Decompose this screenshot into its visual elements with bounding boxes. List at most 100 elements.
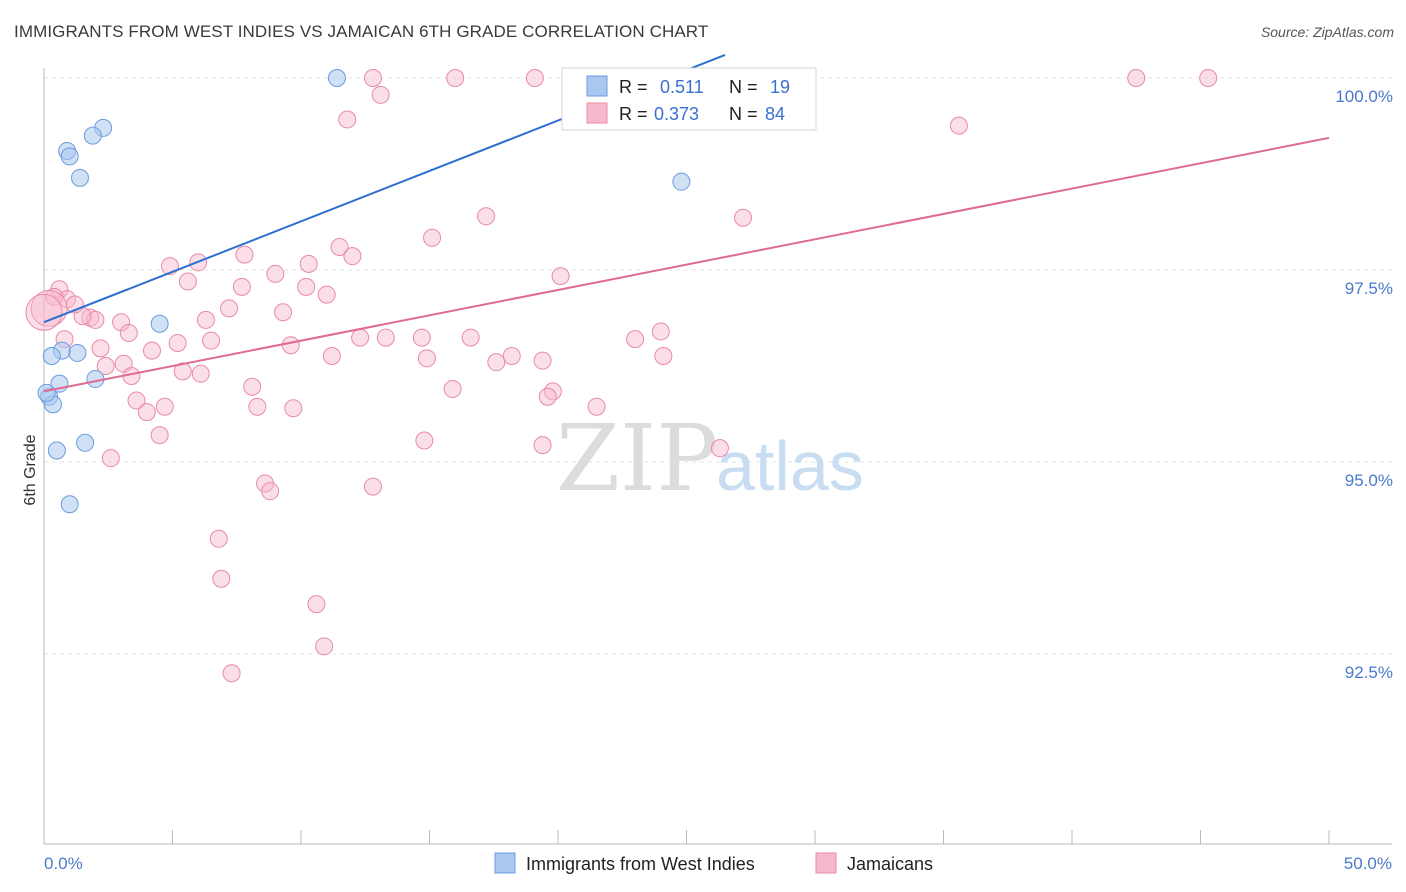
data-point-jamaicans [533, 436, 552, 455]
data-point-jamaicans [363, 69, 382, 87]
data-point-jamaicans [351, 328, 370, 347]
data-point-jamaicans [307, 595, 326, 614]
data-point-jamaicans [376, 328, 395, 347]
data-point-jamaicans [412, 328, 431, 347]
data-point-jamaicans [710, 439, 729, 458]
trend-line-jamaicans [43, 136, 1330, 393]
x-tick-label-max: 50.0% [1344, 854, 1392, 873]
data-point-jamaicans [551, 267, 570, 286]
data-point-jamaicans [317, 285, 336, 304]
data-point-west-indies [60, 147, 79, 166]
data-point-jamaicans [155, 397, 174, 416]
legend-n-label-blue: N = [729, 77, 758, 97]
data-point-west-indies [76, 433, 95, 452]
data-point-west-indies [83, 126, 102, 145]
x-tick-label-min: 0.0% [44, 854, 83, 873]
y-tick-label: 100.0% [1335, 87, 1393, 106]
series-west-indies [37, 69, 691, 514]
data-point-jamaicans [119, 323, 138, 342]
data-point-west-indies [60, 495, 79, 514]
legend-r-value-pink: 0.373 [654, 104, 699, 124]
data-point-jamaicans [502, 347, 521, 366]
data-point-jamaicans [417, 349, 436, 368]
data-point-jamaicans [191, 364, 210, 383]
data-point-jamaicans [25, 293, 63, 331]
y-tick-label: 92.5% [1345, 663, 1393, 682]
data-point-jamaicans [543, 382, 562, 401]
data-point-jamaicans [461, 328, 480, 347]
data-point-jamaicans [142, 341, 161, 360]
data-point-jamaicans [101, 449, 120, 468]
bottom-legend-swatch-pink [815, 852, 837, 874]
data-point-jamaicans [212, 569, 231, 588]
data-point-jamaicans [243, 377, 262, 396]
data-point-jamaicans [284, 399, 303, 418]
data-point-jamaicans [299, 254, 318, 273]
legend-swatch-pink [586, 102, 608, 124]
watermark-zip: ZIP [556, 405, 718, 512]
data-point-jamaicans [322, 347, 341, 366]
watermark-atlas: atlas [716, 427, 864, 505]
data-point-jamaicans [734, 208, 753, 227]
legend-swatch-blue [586, 75, 608, 97]
data-point-jamaicans [150, 426, 169, 445]
data-point-jamaicans [443, 380, 462, 399]
watermark: ZIP atlas [556, 405, 864, 512]
data-point-jamaicans [538, 387, 557, 406]
data-point-west-indies [47, 441, 66, 460]
legend-r-label-pink: R = [619, 104, 648, 124]
bottom-legend-swatch-blue [494, 852, 516, 874]
bottom-legend-label-pink: Jamaicans [847, 854, 933, 874]
data-point-jamaicans [196, 310, 215, 329]
y-tick-label: 97.5% [1345, 279, 1393, 298]
data-point-jamaicans [363, 477, 382, 496]
chart-title: IMMIGRANTS FROM WEST INDIES VS JAMAICAN … [14, 22, 709, 41]
data-point-jamaicans [202, 331, 221, 350]
data-point-jamaicans [266, 264, 285, 283]
data-point-jamaicans [209, 529, 228, 548]
data-point-west-indies [150, 314, 169, 333]
data-point-jamaicans [371, 85, 390, 104]
bottom-legend-label-blue: Immigrants from West Indies [526, 854, 755, 874]
data-point-west-indies [70, 168, 89, 187]
data-point-west-indies [42, 347, 61, 366]
data-point-jamaicans [281, 336, 300, 355]
data-point-jamaicans [446, 69, 465, 87]
legend-r-label-blue: R = [619, 77, 648, 97]
data-point-jamaicans [235, 245, 254, 264]
data-point-jamaicans [297, 277, 316, 296]
legend-n-value-blue: 19 [770, 77, 790, 97]
data-point-jamaicans [178, 272, 197, 291]
data-point-jamaicans [330, 237, 349, 256]
data-point-jamaicans [949, 116, 968, 135]
data-point-jamaicans [137, 403, 156, 422]
y-tick-labels: 92.5% 95.0% 97.5% 100.0% [1335, 87, 1393, 682]
data-point-jamaicans [651, 322, 670, 341]
correlation-legend: R = 0.511 N = 19 R = 0.373 N = 84 [561, 67, 817, 131]
data-point-jamaicans [587, 397, 606, 416]
data-point-jamaicans [343, 247, 362, 266]
data-point-jamaicans [261, 482, 280, 501]
data-point-jamaicans [338, 110, 357, 129]
data-point-jamaicans [626, 330, 645, 349]
legend-n-value-pink: 84 [765, 104, 785, 124]
data-point-jamaicans [315, 637, 334, 656]
data-point-jamaicans [168, 333, 187, 352]
x-axis-ticks [43, 830, 1330, 844]
data-point-jamaicans [533, 351, 552, 370]
data-point-jamaicans [173, 362, 192, 381]
data-point-jamaicans [248, 397, 267, 416]
data-point-jamaicans [423, 228, 442, 247]
gridlines [44, 77, 1392, 655]
data-point-jamaicans [654, 347, 673, 366]
legend-n-label-pink: N = [729, 104, 758, 124]
y-tick-label: 95.0% [1345, 471, 1393, 490]
data-point-jamaicans [1199, 69, 1218, 87]
y-axis-label: 6th Grade [22, 434, 39, 505]
data-point-jamaicans [222, 664, 241, 683]
series-legend: Immigrants from West Indies Jamaicans [494, 852, 933, 874]
source-credit: Source: ZipAtlas.com [1260, 24, 1394, 40]
data-point-jamaicans [525, 69, 544, 87]
series-jamaicans [25, 69, 1218, 683]
